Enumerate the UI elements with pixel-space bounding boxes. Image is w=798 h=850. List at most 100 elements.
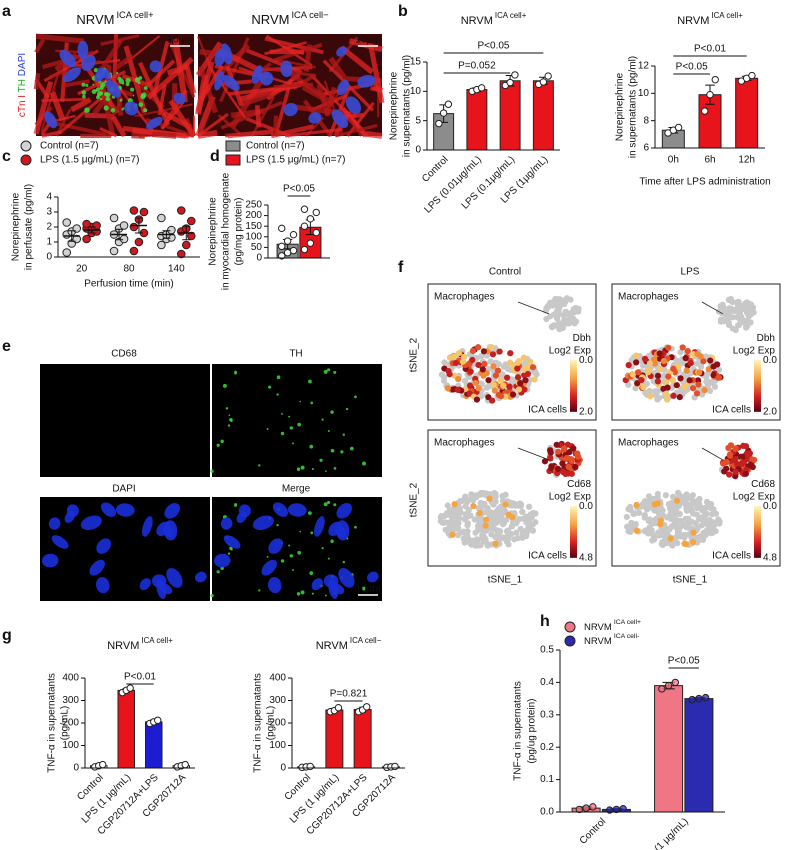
th-signal — [309, 571, 314, 575]
data-point — [300, 245, 309, 254]
y-tick-label: 4 — [46, 192, 52, 203]
tsne-cell-expr — [449, 386, 457, 393]
tsne-cell — [438, 371, 445, 378]
tsne-cell-expr — [527, 358, 534, 365]
tsne-cell — [729, 314, 736, 321]
chart-title-main: NRVM — [461, 15, 493, 27]
legend-label: NRVM ICA cell+ — [584, 619, 641, 633]
th-signal — [216, 443, 220, 447]
legend-label: NRVM ICA cell- — [584, 633, 639, 647]
tsne-cell — [454, 518, 461, 526]
y-axis-title: in myocardial homogenate — [221, 172, 232, 290]
tsne-cell — [543, 315, 550, 323]
tsne-cell-expr — [732, 445, 739, 452]
y-tick-label: 10 — [410, 86, 422, 97]
tsne-cell — [475, 525, 482, 532]
tsne-cell — [437, 514, 444, 521]
nucleus — [96, 538, 111, 554]
data-point — [157, 213, 166, 223]
tsne-cell-expr — [665, 373, 672, 380]
tsne-cell-expr — [673, 497, 681, 504]
data-point — [181, 760, 189, 769]
tsne-cell — [465, 535, 472, 542]
y-tick-label: 100 — [245, 231, 262, 242]
column-title: Control — [489, 267, 521, 278]
tsne-cell — [467, 496, 474, 503]
nucleus — [173, 92, 186, 105]
panel-letter: a — [2, 3, 11, 20]
nucleus — [287, 503, 307, 517]
chart-title: NRVM ICA cell+ — [461, 11, 527, 27]
chart-title-main: NRVM — [107, 640, 139, 652]
tsne-cell — [442, 526, 449, 533]
data-point — [278, 224, 286, 233]
tsne-cell — [504, 365, 512, 373]
fiber — [49, 91, 66, 122]
tsne-cell — [727, 295, 734, 303]
nucleus — [336, 79, 350, 96]
channel-label: CD68 — [111, 349, 137, 360]
tsne-cell-expr — [695, 381, 702, 388]
nucleus — [166, 567, 183, 588]
tsne-cell — [477, 491, 484, 498]
cluster-pointer — [517, 301, 550, 315]
tsne-cell-expr — [492, 372, 500, 379]
tsne-cell — [654, 531, 661, 538]
tsne-cell — [513, 520, 520, 527]
tsne-cell — [652, 519, 659, 527]
tsne-cell-expr — [677, 375, 684, 382]
tsne-cell — [683, 505, 690, 512]
tsne-cell — [677, 523, 684, 531]
data-point — [306, 215, 315, 223]
unit-label: Log2 Exp — [733, 345, 776, 356]
scale-bar-label: 10μm — [355, 584, 380, 595]
tsne-cell-expr — [554, 465, 562, 473]
tsne-cell — [692, 520, 699, 527]
tsne-cell-expr — [502, 501, 509, 508]
tsne-cell-expr — [555, 448, 562, 455]
data-point — [176, 249, 186, 259]
fiber — [33, 72, 41, 90]
tsne-cell-expr — [662, 390, 670, 397]
th-signal — [143, 108, 148, 113]
th-signal — [119, 98, 123, 102]
tsne-cell — [486, 512, 494, 519]
colorbar — [754, 360, 761, 412]
nucleus — [139, 578, 151, 591]
tsne-cell — [494, 528, 502, 536]
fiber — [63, 79, 90, 88]
th-signal — [362, 461, 366, 466]
tsne-cell-expr — [470, 502, 477, 510]
fiber — [241, 91, 272, 107]
th-signal — [333, 370, 337, 374]
fiber — [70, 97, 92, 113]
stain-name: cTn I — [17, 92, 28, 117]
tsne-cell-expr — [548, 463, 555, 470]
tsne-cell — [688, 500, 695, 507]
chart-title: NRVM ICA cell+ — [107, 636, 173, 652]
th-signal — [121, 81, 125, 85]
y-tick-label: 10 — [638, 88, 650, 99]
tsne-cell-expr — [670, 392, 677, 399]
tsne-cell — [693, 360, 700, 367]
bar — [353, 709, 372, 769]
tsne-cell-expr — [514, 365, 521, 372]
y-tick-label: 100 — [269, 740, 286, 751]
tsne-cell — [517, 525, 524, 533]
fiber — [161, 101, 185, 130]
data-point — [506, 78, 514, 87]
significance-label: P<0.01 — [124, 672, 156, 683]
th-signal — [327, 557, 330, 560]
tsne-cell-expr — [452, 359, 460, 367]
tsne-cell — [665, 501, 672, 508]
gene-label: Cd68 — [751, 479, 775, 490]
y-tick-label: 3 — [46, 207, 52, 218]
th-signal — [229, 418, 233, 422]
tsne-cell-expr — [654, 500, 661, 507]
nucleus — [89, 559, 105, 576]
tsne-cell — [662, 492, 670, 499]
x-tick-label: 20 — [76, 264, 88, 275]
y-axis-title: Norepinephrine — [615, 72, 626, 141]
tsne-cell-expr — [524, 370, 531, 378]
legend-swatch — [564, 635, 576, 647]
